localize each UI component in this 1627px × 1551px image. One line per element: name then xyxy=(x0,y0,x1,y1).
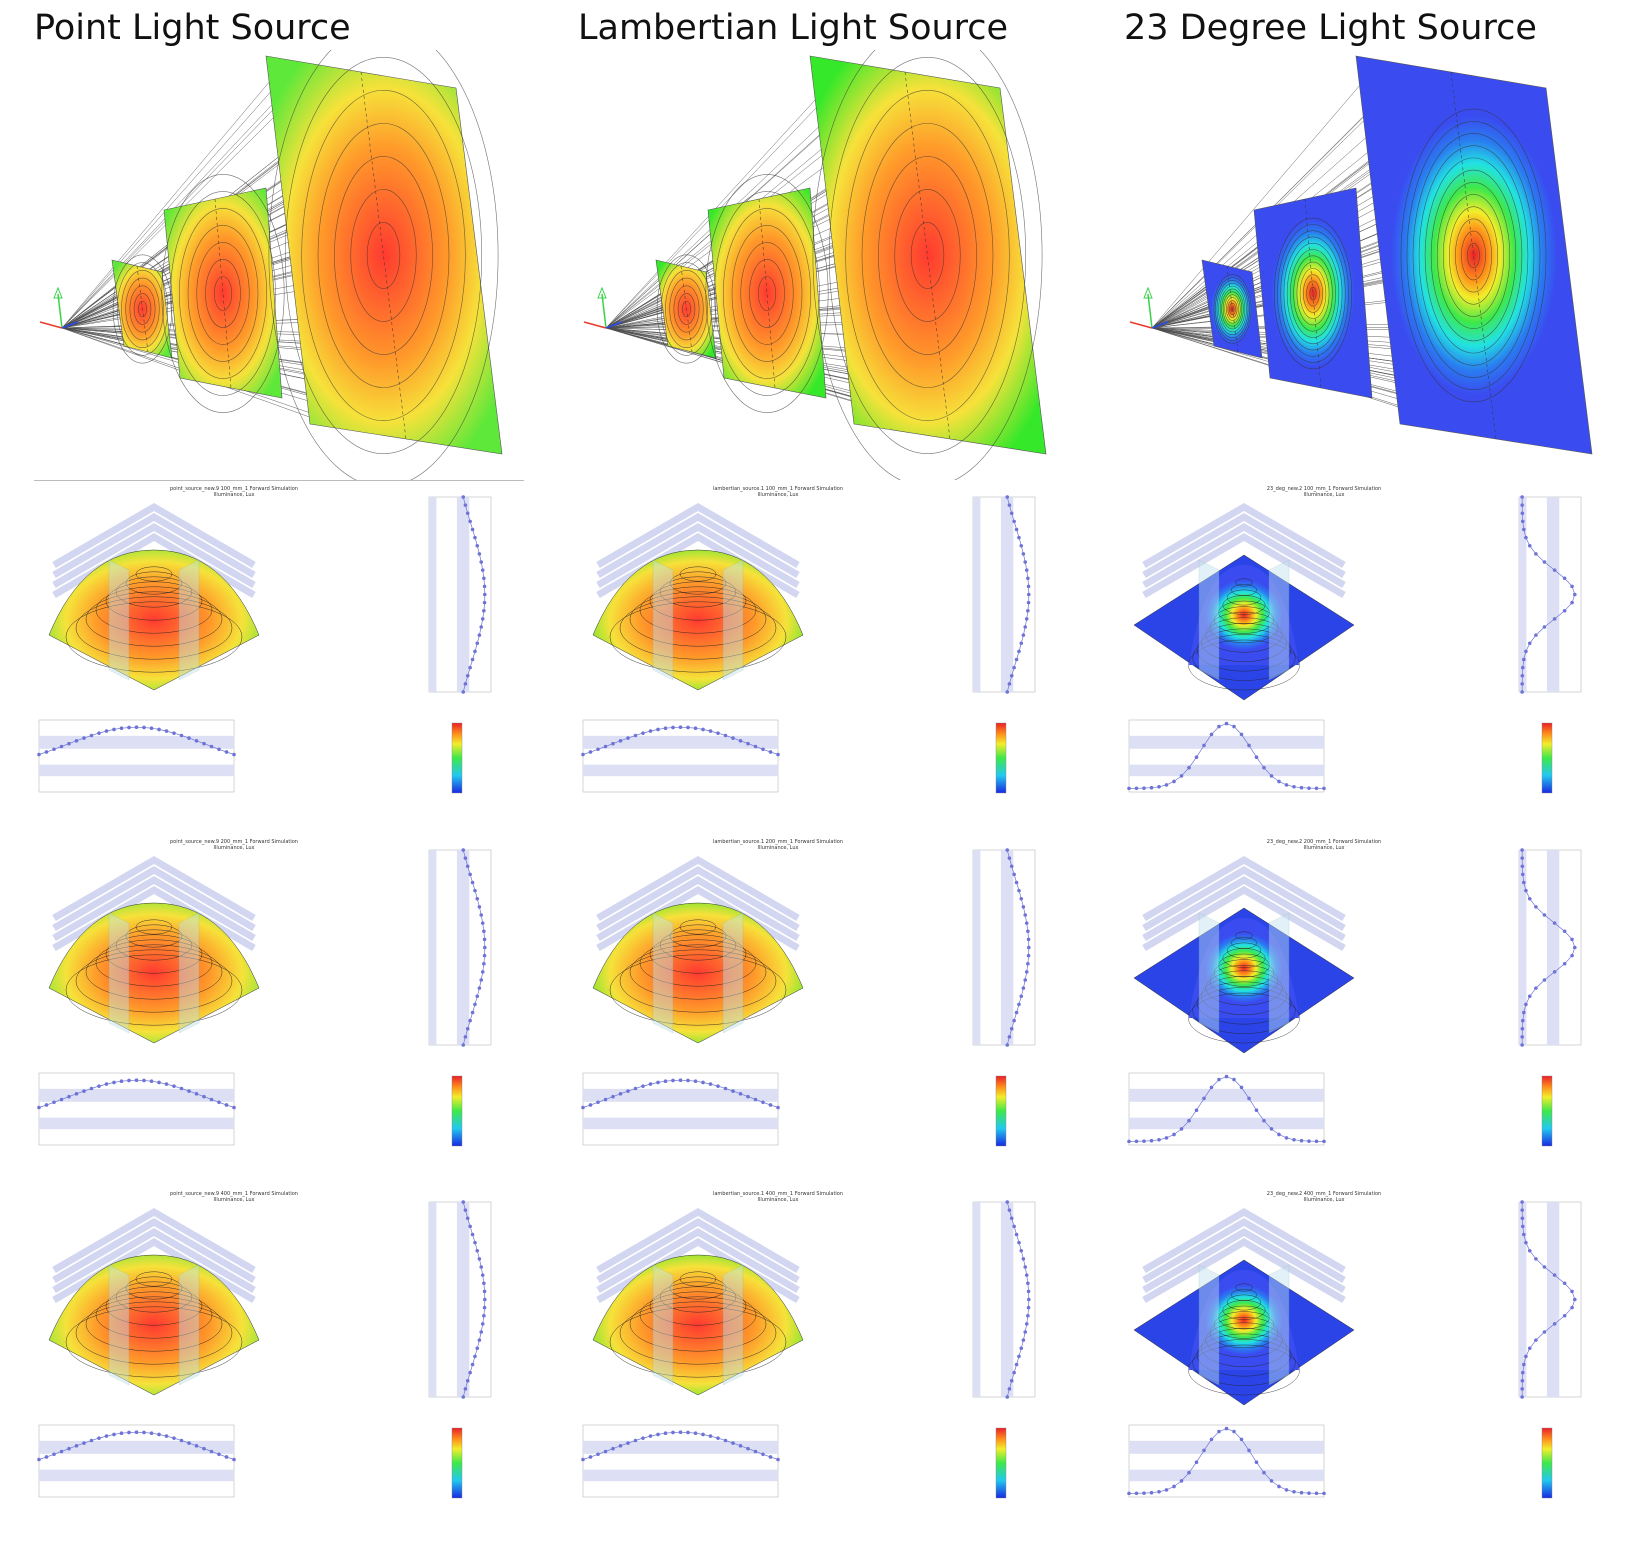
illuminance-panel: point_source_new.9 100_mm_1 Forward Simu… xyxy=(34,485,564,830)
panel-subtitle: Illuminance, Lux xyxy=(213,845,255,851)
surface-plot-3d xyxy=(48,1207,260,1396)
column-title-point: Point Light Source xyxy=(34,8,351,48)
detector-plane xyxy=(1253,187,1373,399)
colorbar-legend xyxy=(995,1427,1007,1499)
axis-triad-icon xyxy=(583,286,623,329)
vertical-profile-plot xyxy=(428,1200,492,1399)
ray-trace-svg xyxy=(1129,55,1593,455)
colorbar-legend xyxy=(995,722,1007,794)
illuminance-chart-svg xyxy=(581,1200,1036,1499)
illuminance-panel: 23_deg_new.2 100_mm_1 Forward Simulation… xyxy=(1124,485,1627,830)
detector-plane xyxy=(809,23,1047,488)
illuminance-panel: 23_deg_new.2 400_mm_1 Forward Simulation… xyxy=(1124,1190,1627,1535)
horizontal-profile-plot xyxy=(581,1424,780,1498)
detector-plane xyxy=(1201,259,1263,359)
illuminance-panel: 23_deg_new.2 200_mm_1 Forward Simulation… xyxy=(1124,838,1627,1183)
horizontal-profile-plot xyxy=(1127,719,1326,793)
colorbar-legend xyxy=(1541,1075,1553,1147)
panel-title: point_source_new.9 400_mm_1 Forward Simu… xyxy=(170,1191,298,1197)
panel-title: lambertian_source.1 200_mm_1 Forward Sim… xyxy=(712,839,844,845)
panel-subtitle: Illuminance, Lux xyxy=(757,492,799,498)
horizontal-profile-plot xyxy=(37,719,236,793)
vertical-profile-plot xyxy=(428,848,492,1047)
column-title-23-degree: 23 Degree Light Source xyxy=(1124,8,1537,48)
illuminance-panel: lambertian_source.1 100_mm_1 Forward Sim… xyxy=(578,485,1108,830)
colorbar-legend xyxy=(995,1075,1007,1147)
detector-plane xyxy=(655,254,717,364)
colorbar-legend xyxy=(451,1075,463,1147)
vertical-profile-plot xyxy=(972,1200,1036,1399)
surface-plot-3d xyxy=(592,502,804,691)
panel-title: lambertian_source.1 400_mm_1 Forward Sim… xyxy=(712,1191,844,1197)
illuminance-panel: lambertian_source.1 200_mm_1 Forward Sim… xyxy=(578,838,1108,1183)
column-title-lambertian: Lambertian Light Source xyxy=(578,8,1009,48)
illuminance-panel: point_source_new.9 400_mm_1 Forward Simu… xyxy=(34,1190,564,1535)
surface-plot-3d xyxy=(592,855,804,1044)
illuminance-chart-svg xyxy=(581,495,1036,794)
colorbar-legend xyxy=(1541,1427,1553,1499)
horizontal-profile-plot xyxy=(581,719,780,793)
horizontal-profile-plot xyxy=(581,1072,780,1146)
ray-trace-svg xyxy=(583,23,1047,488)
vertical-profile-plot xyxy=(972,848,1036,1047)
colorbar-legend xyxy=(1541,722,1553,794)
scene-separator xyxy=(34,480,524,481)
surface-plot-3d xyxy=(1133,502,1355,701)
panel-title: point_source_new.9 100_mm_1 Forward Simu… xyxy=(170,486,298,492)
panel-subtitle: Illuminance, Lux xyxy=(757,1197,799,1203)
axis-triad-icon xyxy=(1129,286,1169,329)
detector-plane xyxy=(161,174,285,413)
illuminance-chart-svg xyxy=(37,1200,492,1499)
panel-subtitle: Illuminance, Lux xyxy=(1303,845,1345,851)
illuminance-chart-svg xyxy=(1127,848,1582,1147)
panel-title: 23_deg_new.2 400_mm_1 Forward Simulation xyxy=(1266,1191,1382,1197)
illuminance-chart-svg xyxy=(37,848,492,1147)
panel-subtitle: Illuminance, Lux xyxy=(1303,1197,1345,1203)
surface-plot-3d xyxy=(48,855,260,1044)
illuminance-chart-svg xyxy=(581,848,1036,1147)
surface-plot-3d xyxy=(1133,855,1355,1054)
detector-plane xyxy=(265,23,503,488)
horizontal-profile-plot xyxy=(1127,1424,1326,1498)
vertical-profile-plot xyxy=(1518,495,1582,694)
panel-title: point_source_new.9 200_mm_1 Forward Simu… xyxy=(170,839,298,845)
panel-title: lambertian_source.1 100_mm_1 Forward Sim… xyxy=(712,486,844,492)
colorbar-legend xyxy=(451,722,463,794)
panel-subtitle: Illuminance, Lux xyxy=(213,492,255,498)
horizontal-profile-plot xyxy=(1127,1072,1326,1146)
illuminance-chart-svg xyxy=(1127,495,1582,794)
ray-trace-svg xyxy=(39,23,503,488)
horizontal-profile-plot xyxy=(37,1072,236,1146)
axis-triad-icon xyxy=(39,286,79,329)
scene-view-lambertian xyxy=(578,23,1108,488)
illuminance-chart-svg xyxy=(1127,1200,1582,1499)
surface-plot-3d xyxy=(48,502,260,691)
panel-subtitle: Illuminance, Lux xyxy=(213,1197,255,1203)
panel-title: 23_deg_new.2 200_mm_1 Forward Simulation xyxy=(1266,839,1382,845)
vertical-profile-plot xyxy=(428,495,492,694)
illuminance-chart-svg xyxy=(37,495,492,794)
vertical-profile-plot xyxy=(1518,848,1582,1047)
panel-title: 23_deg_new.2 100_mm_1 Forward Simulation xyxy=(1266,486,1382,492)
illuminance-panel: lambertian_source.1 400_mm_1 Forward Sim… xyxy=(578,1190,1108,1535)
detector-plane xyxy=(1355,55,1593,455)
horizontal-profile-plot xyxy=(37,1424,236,1498)
colorbar-legend xyxy=(451,1427,463,1499)
scene-view-23-degree xyxy=(1124,50,1627,480)
detector-plane xyxy=(705,174,829,413)
panel-subtitle: Illuminance, Lux xyxy=(757,845,799,851)
vertical-profile-plot xyxy=(1518,1200,1582,1399)
surface-plot-3d xyxy=(592,1207,804,1396)
illuminance-panel: point_source_new.9 200_mm_1 Forward Simu… xyxy=(34,838,564,1183)
surface-plot-3d xyxy=(1133,1207,1355,1406)
detector-plane xyxy=(111,254,173,364)
vertical-profile-plot xyxy=(972,495,1036,694)
scene-view-point xyxy=(34,23,564,488)
panel-subtitle: Illuminance, Lux xyxy=(1303,492,1345,498)
